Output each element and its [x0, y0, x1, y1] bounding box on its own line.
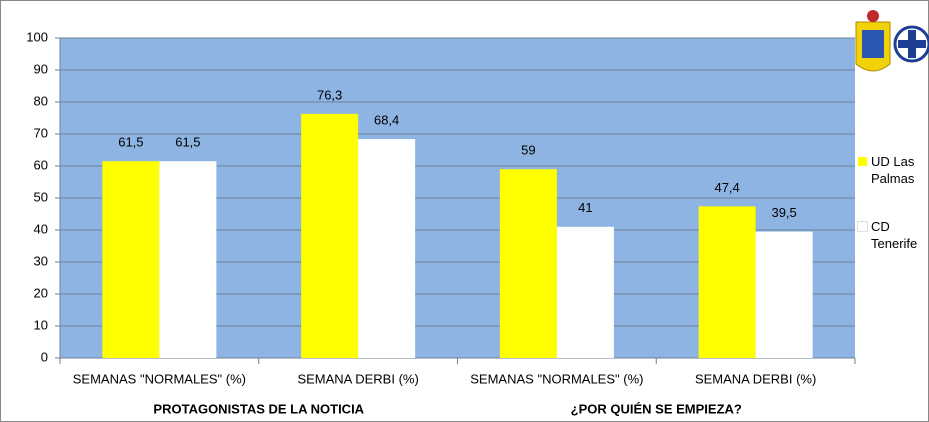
y-tick-label: 80 — [34, 93, 48, 108]
legend-item: UD Las Palmas — [858, 153, 928, 187]
value-label: 59 — [521, 143, 535, 158]
value-label: 61,5 — [118, 135, 143, 150]
x-tick-label: SEMANA DERBI (%) — [297, 371, 418, 386]
group-label: PROTAGONISTAS DE LA NOTICIA — [153, 401, 364, 416]
y-tick-label: 20 — [34, 285, 48, 300]
bar — [499, 169, 557, 358]
y-tick-label: 30 — [34, 253, 48, 268]
bar — [698, 206, 756, 358]
legend-swatch — [858, 157, 867, 166]
value-label: 76,3 — [317, 87, 342, 102]
bar — [755, 231, 813, 358]
y-tick-label: 90 — [34, 61, 48, 76]
y-tick-label: 40 — [34, 221, 48, 236]
legend-swatch — [857, 221, 868, 232]
y-tick-label: 100 — [26, 29, 48, 44]
y-tick-label: 70 — [34, 125, 48, 140]
bar — [102, 161, 160, 358]
x-tick-label: SEMANAS "NORMALES" (%) — [470, 371, 643, 386]
y-tick-label: 50 — [34, 189, 48, 204]
logo-las-palmas — [855, 10, 891, 72]
y-tick-label: 60 — [34, 157, 48, 172]
x-tick-label: SEMANAS "NORMALES" (%) — [73, 371, 246, 386]
value-label: 41 — [578, 200, 592, 215]
value-label: 39,5 — [771, 205, 796, 220]
value-label: 68,4 — [374, 113, 399, 128]
legend-item: CD Tenerife — [857, 218, 928, 252]
bar — [301, 113, 359, 358]
bar — [556, 226, 614, 358]
group-label: ¿POR QUIÉN SE EMPIEZA? — [571, 401, 742, 416]
value-label: 47,4 — [714, 180, 739, 195]
legend-label: UD Las Palmas — [871, 154, 915, 186]
y-tick-label: 0 — [41, 349, 48, 364]
y-tick-label: 10 — [34, 317, 48, 332]
x-tick-label: SEMANA DERBI (%) — [695, 371, 816, 386]
legend-label: CD Tenerife — [871, 219, 918, 251]
value-label: 61,5 — [175, 135, 200, 150]
logo-tenerife — [893, 25, 929, 63]
bar — [159, 161, 217, 358]
bar — [358, 139, 416, 358]
